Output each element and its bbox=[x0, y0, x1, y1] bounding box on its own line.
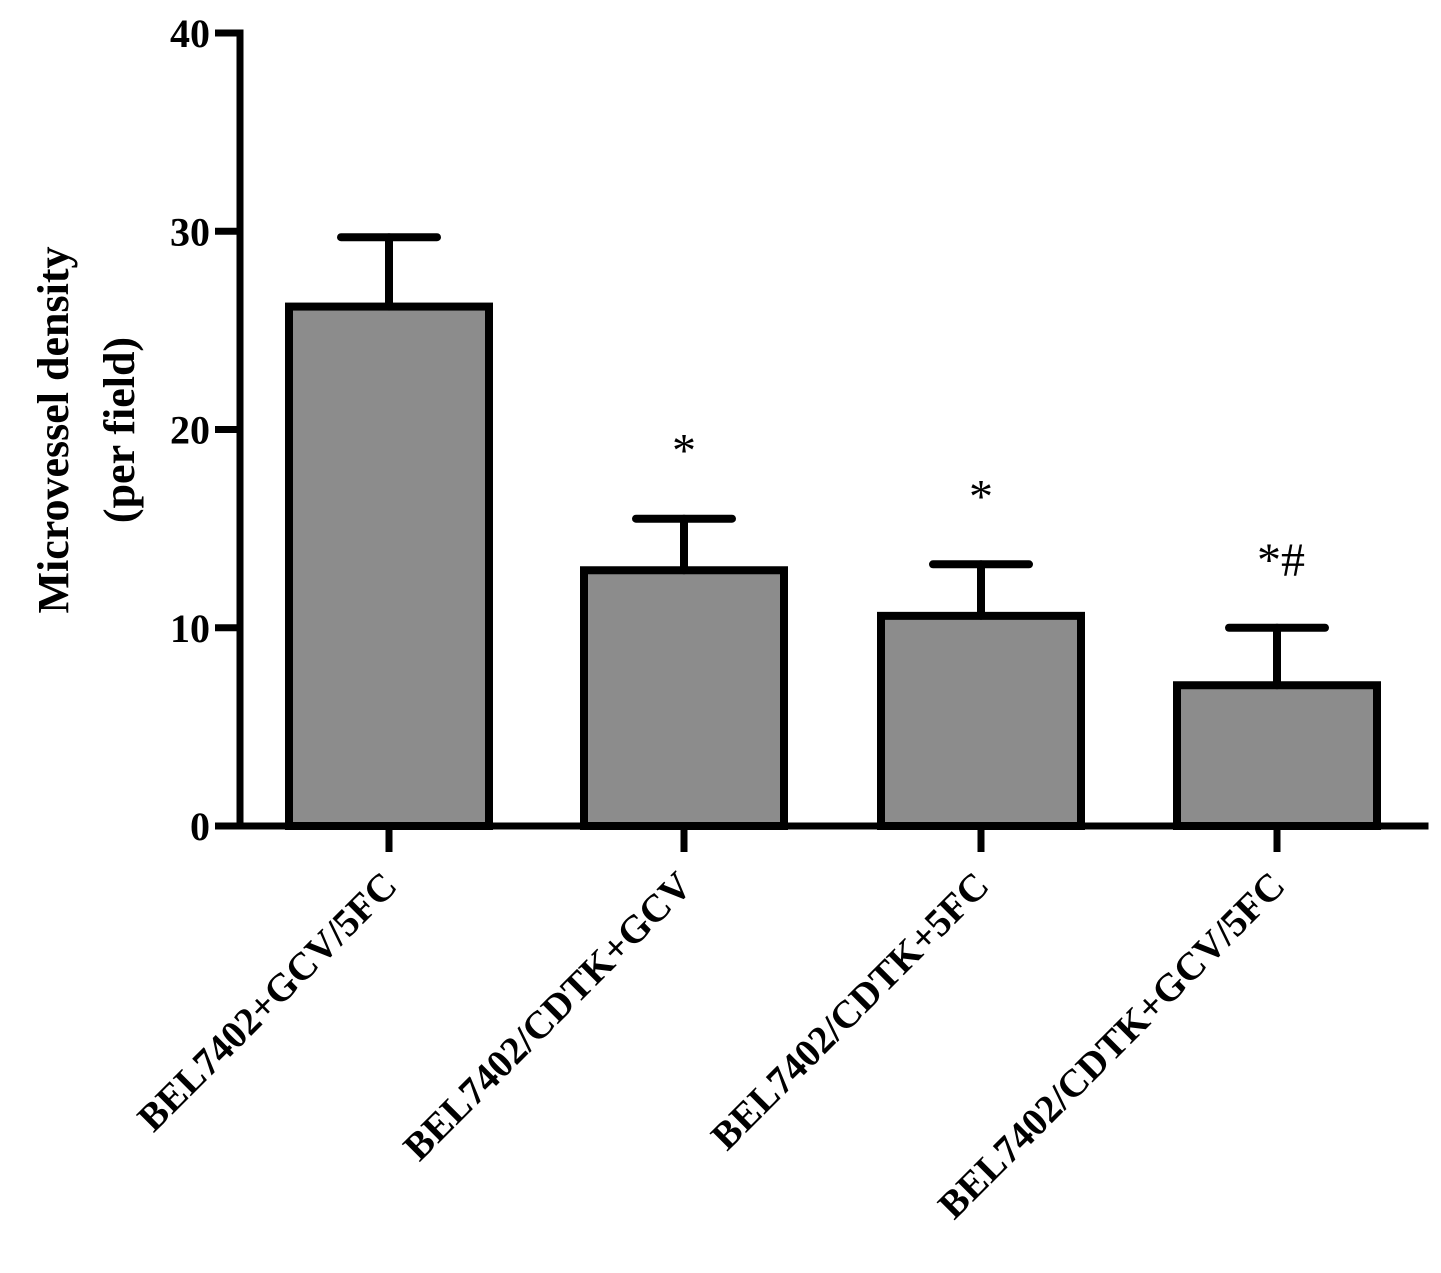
annotations-group: * * *# bbox=[672, 425, 1305, 587]
y-axis-label: Microvessel density (per field) bbox=[29, 246, 144, 613]
bar-4 bbox=[1173, 681, 1381, 830]
x-tick-label-3: BEL7402/CDTK+5FC bbox=[703, 864, 997, 1158]
significance-mark-4: *# bbox=[1257, 534, 1305, 587]
x-tick-label-2: BEL7402/CDTK+GCV bbox=[395, 864, 700, 1169]
error-bars-group bbox=[337, 233, 1329, 690]
bars-group bbox=[285, 302, 1381, 830]
bar-3 bbox=[877, 611, 1085, 830]
x-tick-label-1: BEL7402+GCV/5FC bbox=[129, 864, 405, 1140]
bar-1 bbox=[285, 302, 493, 830]
y-ticks-group: 0 10 20 30 40 bbox=[170, 11, 240, 849]
y-tick-label-0: 0 bbox=[190, 804, 210, 849]
y-tick-label-40: 40 bbox=[170, 11, 210, 56]
bar-2 bbox=[580, 566, 788, 830]
y-axis-label-line-1: Microvessel density bbox=[29, 246, 78, 613]
y-axis-label-line-2: (per field) bbox=[95, 337, 144, 523]
y-tick-label-10: 10 bbox=[170, 606, 210, 651]
x-tick-label-4: BEL7402/CDTK+GCV/5FC bbox=[930, 864, 1293, 1227]
y-tick-label-30: 30 bbox=[170, 209, 210, 254]
y-tick-label-20: 20 bbox=[170, 408, 210, 453]
significance-mark-3: * bbox=[969, 470, 993, 523]
significance-mark-2: * bbox=[672, 425, 696, 478]
